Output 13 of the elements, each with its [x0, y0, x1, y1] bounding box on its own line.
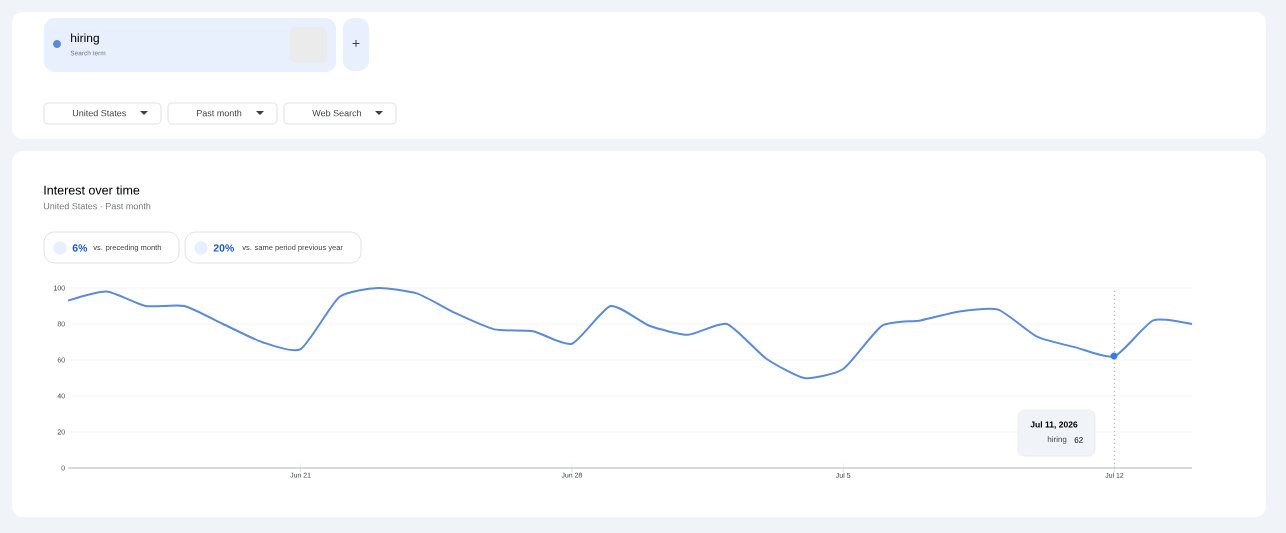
- annotation: hiring: [1047, 436, 1067, 444]
- legend-label: hiring: [71, 33, 99, 45]
- chart-subtitle: United States · Past month: [43, 202, 151, 210]
- text: Web Search: [312, 109, 362, 117]
- annotation: Jul 11, 2026: [1030, 421, 1078, 429]
- text: 6%: [72, 244, 88, 252]
- line-series: [67, 287, 1193, 379]
- text: 20%: [213, 244, 235, 252]
- chart-title: Interest over time: [44, 185, 140, 195]
- text: Past month: [197, 109, 242, 117]
- text: United States: [72, 109, 126, 117]
- text: +: [352, 39, 360, 47]
- annotation: 62: [1074, 437, 1083, 443]
